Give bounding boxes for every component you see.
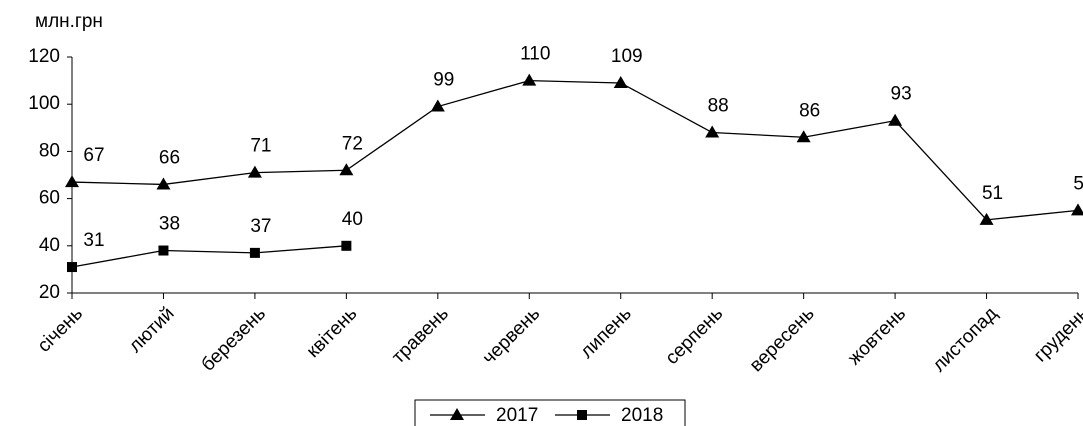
marker bbox=[522, 73, 537, 86]
marker bbox=[613, 75, 628, 88]
y-tick-label: 80 bbox=[39, 140, 60, 161]
data-label: 71 bbox=[250, 136, 271, 157]
marker bbox=[1071, 203, 1083, 216]
x-tick-label: жовтень bbox=[844, 303, 910, 369]
marker bbox=[888, 113, 903, 126]
data-label: 86 bbox=[799, 100, 820, 121]
y-axis-label: млн.грн bbox=[35, 11, 103, 32]
data-label: 66 bbox=[159, 147, 180, 168]
marker bbox=[577, 410, 587, 420]
data-label: 37 bbox=[250, 216, 271, 237]
x-tick-label: березень bbox=[198, 303, 270, 375]
data-label: 109 bbox=[611, 46, 643, 67]
marker bbox=[796, 130, 811, 143]
marker bbox=[158, 245, 169, 256]
data-label: 55 bbox=[1073, 173, 1083, 194]
marker bbox=[450, 408, 464, 420]
marker bbox=[339, 163, 354, 176]
data-label: 51 bbox=[982, 183, 1003, 204]
data-label: 67 bbox=[83, 145, 104, 166]
marker bbox=[156, 177, 171, 190]
legend-box bbox=[414, 399, 686, 426]
x-tick-label: грудень bbox=[1030, 303, 1083, 366]
data-label: 93 bbox=[891, 84, 912, 105]
data-label: 99 bbox=[433, 70, 454, 91]
x-tick-label: серпень bbox=[662, 303, 728, 369]
y-tick-label: 120 bbox=[28, 46, 60, 67]
marker bbox=[705, 125, 720, 138]
marker bbox=[979, 212, 994, 225]
x-tick-label: квітень bbox=[303, 303, 362, 362]
x-tick-label: червень bbox=[479, 303, 545, 369]
series-line bbox=[71, 245, 347, 268]
marker bbox=[341, 240, 352, 251]
x-tick-label: вересень bbox=[746, 303, 819, 376]
x-tick-label: травень bbox=[388, 303, 453, 368]
y-tick-label: 20 bbox=[39, 282, 60, 303]
x-tick-label: січень bbox=[34, 303, 88, 357]
y-tick-label: 60 bbox=[39, 188, 60, 209]
data-label: 88 bbox=[708, 96, 729, 117]
data-label: 72 bbox=[342, 133, 363, 154]
series-line bbox=[71, 79, 1079, 221]
marker bbox=[67, 262, 77, 273]
legend-label: 2018 bbox=[621, 405, 663, 426]
data-label: 38 bbox=[159, 214, 180, 235]
marker bbox=[430, 99, 445, 112]
marker bbox=[247, 165, 262, 178]
data-label: 31 bbox=[83, 230, 104, 251]
y-tick-label: 40 bbox=[39, 235, 60, 256]
y-tick-label: 100 bbox=[28, 93, 60, 114]
x-tick-label: листопад bbox=[929, 303, 1002, 376]
data-label: 110 bbox=[520, 44, 550, 65]
data-label: 40 bbox=[342, 209, 363, 230]
marker bbox=[65, 175, 79, 188]
x-tick-label: липень bbox=[576, 303, 635, 362]
legend-label: 2017 bbox=[496, 405, 538, 426]
marker bbox=[249, 247, 260, 258]
x-tick-label: лютий bbox=[125, 303, 179, 357]
